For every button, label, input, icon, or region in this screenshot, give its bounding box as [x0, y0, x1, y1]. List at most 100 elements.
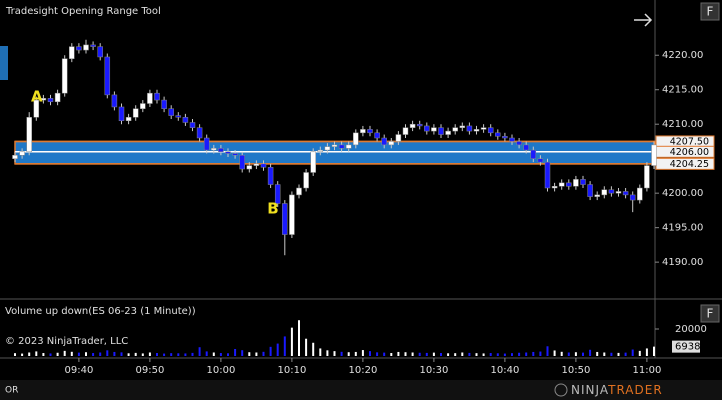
- candle-body: [637, 187, 643, 201]
- volume-bar: [468, 352, 471, 356]
- volume-bar: [503, 353, 506, 356]
- forward-icon[interactable]: [634, 13, 653, 27]
- y-tick-label: 4210.00: [662, 119, 703, 130]
- side-tab[interactable]: [0, 46, 8, 80]
- x-tick-label: 10:30: [419, 365, 448, 376]
- panel-title: Volume up down(ES 06-23 (1 Minute)): [5, 306, 196, 317]
- chart-title: Tradesight Opening Range Tool: [5, 6, 161, 17]
- volume-bar: [631, 349, 634, 356]
- x-tick-label: 10:20: [348, 365, 377, 376]
- candle-body: [324, 146, 331, 151]
- status-bar: [0, 380, 722, 400]
- volume-bar: [85, 352, 87, 356]
- volume-bar: [21, 353, 24, 356]
- volume-bar: [376, 352, 379, 356]
- volume-bar: [511, 353, 513, 356]
- candle-body: [296, 187, 302, 196]
- volume-bar: [567, 352, 570, 356]
- level-label: 4204.25: [670, 159, 709, 170]
- volume-bar: [113, 351, 116, 356]
- candle-body: [303, 172, 309, 189]
- candle-body: [19, 151, 25, 156]
- candle-body: [260, 163, 267, 168]
- candle-body: [608, 189, 615, 194]
- volume-bar: [539, 351, 542, 356]
- volume-bar: [141, 353, 144, 356]
- volume-bar: [454, 353, 457, 356]
- x-tick-label: 09:50: [135, 365, 164, 376]
- candle-body: [104, 56, 111, 96]
- volume-bar: [418, 352, 421, 356]
- candle-body: [54, 92, 61, 103]
- candle-body: [310, 151, 316, 173]
- volume-bar: [603, 352, 606, 356]
- candle-body: [76, 46, 82, 51]
- candle-body: [168, 108, 174, 116]
- candle-body: [395, 134, 402, 142]
- candle-body: [402, 127, 409, 135]
- button[interactable]: [700, 304, 720, 323]
- candle-body: [239, 154, 245, 170]
- volume-bar: [532, 351, 535, 356]
- candle-body: [61, 58, 68, 94]
- y-tick-label: 4220.00: [662, 50, 703, 61]
- candle-body: [495, 132, 501, 137]
- candle-body: [132, 108, 139, 118]
- volume-bar: [255, 352, 258, 356]
- candle-body: [125, 117, 132, 122]
- candle-body: [189, 122, 196, 128]
- candle-body: [232, 153, 238, 156]
- volume-bar: [212, 352, 215, 356]
- range-band: [14, 151, 656, 165]
- candle-body: [615, 191, 622, 194]
- volume-bar: [574, 352, 577, 356]
- candle-body: [587, 184, 593, 197]
- candle-body: [118, 106, 125, 122]
- level-label: 4206.00: [670, 147, 709, 158]
- x-tick-label: 10:00: [206, 365, 235, 376]
- brand-left: NINJA: [571, 383, 609, 397]
- candle-body: [388, 141, 395, 146]
- candle-body: [530, 149, 537, 159]
- volume-bar: [77, 352, 80, 356]
- volume-bar: [525, 352, 528, 356]
- volume-bar: [205, 351, 208, 356]
- candle-body: [651, 144, 657, 166]
- button-label: F: [707, 307, 714, 321]
- volume-bar: [227, 353, 229, 356]
- candle-body: [97, 46, 103, 58]
- candle-body: [367, 129, 373, 134]
- candle-body: [644, 165, 650, 189]
- candle-body: [487, 127, 494, 134]
- volume-bar: [219, 353, 222, 356]
- candle-body: [161, 99, 167, 109]
- volume-bar: [49, 353, 52, 356]
- volume-bar: [404, 352, 407, 356]
- volume-bar: [610, 352, 613, 356]
- candle-body: [175, 115, 182, 118]
- candle-body: [629, 194, 636, 201]
- volume-bar: [496, 353, 499, 356]
- y-tick-label: 4190.00: [662, 257, 703, 268]
- candle-body: [218, 148, 224, 153]
- candle-body: [140, 103, 146, 109]
- volume-bar: [127, 353, 130, 356]
- volume-bar: [440, 353, 442, 356]
- candle-body: [274, 184, 281, 204]
- volume-bar: [269, 346, 272, 356]
- volume-bar: [411, 352, 414, 356]
- button[interactable]: [700, 2, 720, 21]
- candle-body: [317, 149, 324, 153]
- y-tick-label: 4195.00: [662, 223, 703, 234]
- candle-body: [580, 179, 586, 185]
- candle-body: [502, 136, 508, 139]
- x-tick-label: 10:50: [561, 365, 590, 376]
- volume-bar: [482, 353, 485, 356]
- candle-body: [338, 144, 345, 149]
- candle-body: [424, 125, 430, 132]
- candle-body: [509, 137, 515, 142]
- candle-body: [267, 167, 274, 185]
- volume-bar: [489, 353, 492, 356]
- candle-body: [182, 117, 189, 123]
